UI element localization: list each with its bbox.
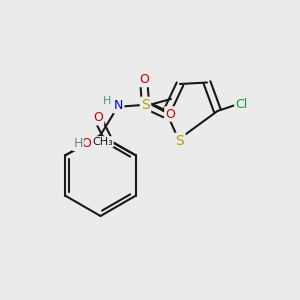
- Text: H: H: [103, 96, 112, 106]
- Text: O: O: [93, 111, 103, 124]
- Text: S: S: [176, 134, 184, 148]
- Text: O: O: [81, 137, 91, 150]
- Text: N: N: [114, 99, 123, 112]
- Text: O: O: [139, 73, 149, 86]
- Text: CH₃: CH₃: [92, 137, 113, 147]
- Text: O: O: [166, 107, 175, 121]
- Text: H: H: [73, 137, 83, 150]
- Text: Cl: Cl: [236, 98, 247, 112]
- Text: S: S: [141, 98, 150, 112]
